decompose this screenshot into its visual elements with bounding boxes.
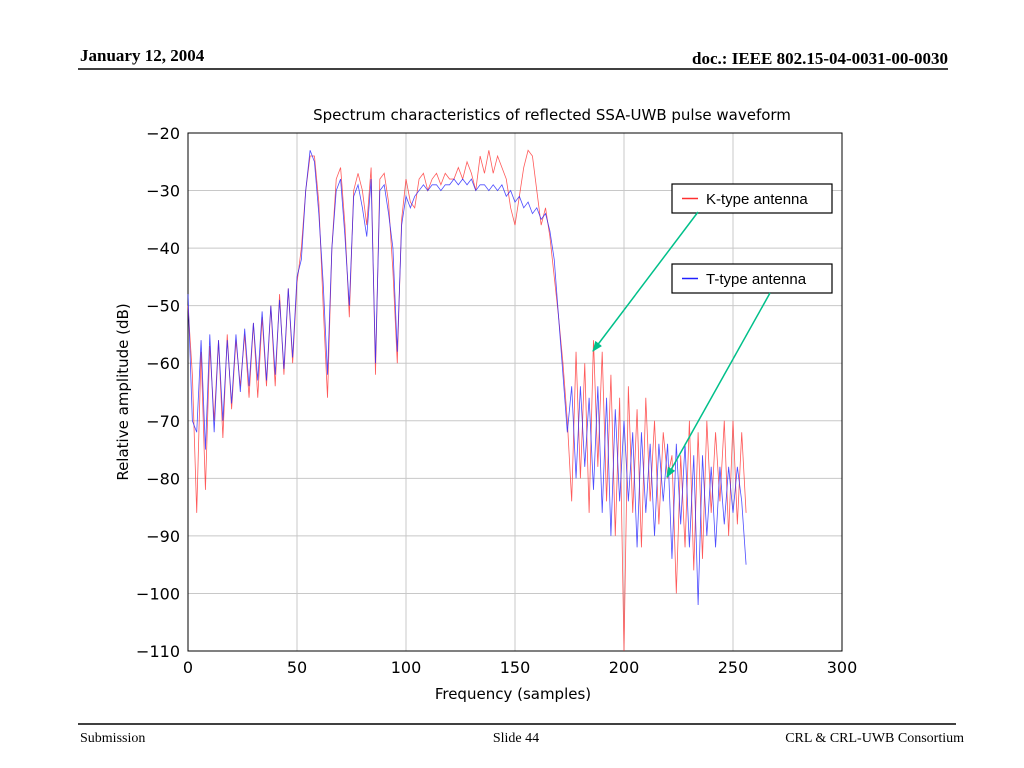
- footer-left: Submission: [80, 731, 145, 746]
- x-axis-title: Frequency (samples): [435, 685, 591, 703]
- x-tick-label: 50: [287, 658, 307, 677]
- series-line: [187, 150, 747, 605]
- y-tick-label: −70: [146, 412, 180, 431]
- y-tick-label: −110: [136, 642, 180, 661]
- footer-right: CRL & CRL-UWB Consortium: [785, 731, 964, 746]
- y-tick-label: −60: [146, 354, 180, 373]
- x-tick-label: 300: [827, 658, 858, 677]
- legend-box: [671, 183, 833, 214]
- x-tick-label: 0: [183, 658, 193, 677]
- x-tick-label: 250: [718, 658, 749, 677]
- header-doc: doc.: IEEE 802.15-04-0031-00-0030: [692, 49, 948, 68]
- y-tick-label: −80: [146, 469, 180, 488]
- y-tick-label: −20: [146, 124, 180, 143]
- series-line: [187, 149, 747, 652]
- annotation-arrow: [592, 211, 699, 352]
- chart-title: Spectrum characteristics of reflected SS…: [313, 106, 791, 124]
- plot-frame: [187, 132, 843, 652]
- x-tick-label: 150: [500, 658, 531, 677]
- x-tick-label: 100: [391, 658, 422, 677]
- annotation-arrow: [666, 292, 771, 478]
- header-date: January 12, 2004: [80, 46, 205, 65]
- legend-entry: K-type antenna: [671, 183, 833, 214]
- legend-box: [671, 263, 833, 294]
- y-tick-label: −30: [146, 182, 180, 201]
- y-tick-label: −100: [136, 584, 180, 603]
- y-tick-label: −40: [146, 239, 180, 258]
- y-tick-label: −90: [146, 527, 180, 546]
- y-tick-label: −50: [146, 297, 180, 316]
- y-axis-title: Relative amplitude (dB): [114, 303, 132, 480]
- footer-center: Slide 44: [493, 731, 539, 746]
- legend-entry: T-type antenna: [671, 263, 833, 294]
- legend-label: K-type antenna: [706, 191, 808, 208]
- legend-label: T-type antenna: [706, 271, 807, 288]
- x-tick-label: 200: [609, 658, 640, 677]
